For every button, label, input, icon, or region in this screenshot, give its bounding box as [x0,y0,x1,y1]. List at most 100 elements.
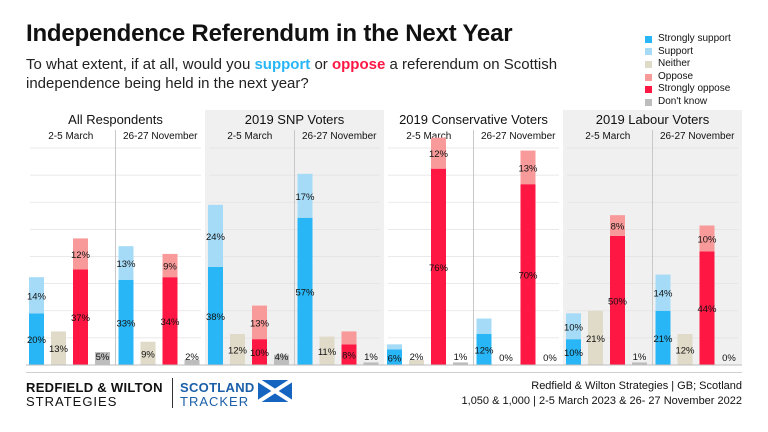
panel-title: All Respondents [68,112,163,127]
bar-dont-know [632,362,647,365]
brand-divider [172,378,173,408]
bar-oppose [610,215,625,236]
bar-strongly-oppose [431,168,446,365]
data-label: 0% [543,353,557,364]
data-label: 44% [697,304,717,315]
bar-strongly-oppose [341,344,357,365]
subtitle-text-end: a referendum on Scottish independence be… [26,56,558,92]
subtitle-support: support [254,56,311,73]
bar-strongly-support [387,349,402,365]
period-label: 2-5 March [48,131,93,142]
bar-oppose [252,305,267,340]
legend-label: Strongly support [658,33,731,44]
data-label: 13% [518,163,538,174]
data-label: 8% [342,351,356,362]
bar-strongly-support [118,279,134,365]
bar-strongly-support [476,334,492,365]
data-label: 76% [429,263,449,274]
legend-swatch [645,73,652,81]
data-label: 37% [71,313,91,324]
bar-neither [319,336,335,365]
legend-label: Don't know [658,95,708,107]
bar-neither [677,334,693,365]
bar-neither [230,334,245,365]
legend-label: Strongly oppose [658,83,731,95]
legend-label: Support [658,45,694,57]
period-label: 2-5 March [406,131,451,142]
data-label: 14% [653,289,673,300]
bar-oppose [341,331,357,345]
chart-title: Independence Referendum in the Next Year [26,20,513,47]
data-label: 4% [275,352,289,363]
legend-item-neither: Neither [645,58,731,71]
chart-legend: Strongly support Support Neither Oppose … [645,33,731,109]
tracker-subname: TRACKER [180,394,250,409]
bar-strongly-oppose [699,251,715,365]
data-label: 21% [653,334,673,345]
bar-oppose [73,238,88,270]
data-label: 2% [410,352,424,363]
bar-support [29,277,44,314]
bar-neither [588,310,603,365]
bar-support [208,204,223,267]
bar-oppose [431,137,446,169]
panel-title: 2019 Conservative Voters [399,112,548,127]
bar-support [655,274,671,311]
bar-support [118,246,134,280]
bar-strongly-oppose [162,277,178,365]
tracker-name: SCOTLAND [180,380,255,395]
data-label: 50% [608,296,628,307]
data-label: 1% [633,352,647,363]
data-label: 12% [429,149,449,160]
bar-strongly-support [297,217,313,365]
data-label: 24% [206,232,226,243]
bar-strongly-support [566,339,581,365]
data-label: 10% [564,322,584,333]
data-label: 13% [49,344,69,355]
legend-item-support: Support [645,46,731,59]
data-label: 9% [141,349,155,360]
bar-strongly-oppose [610,235,625,365]
period-label: 26-27 November [481,131,556,142]
bar-dont-know [453,362,468,365]
bar-neither [51,331,66,365]
data-label: 1% [454,352,468,363]
legend-swatch [645,35,652,43]
data-label: 70% [518,271,538,282]
data-label: 11% [318,347,337,358]
data-label: 2% [185,352,199,363]
panel-title: 2019 SNP Voters [245,112,345,127]
bar-neither [140,341,156,365]
data-label: 8% [611,222,625,233]
period-label: 2-5 March [585,131,630,142]
data-label: 9% [163,262,177,273]
data-label: 13% [116,259,136,270]
bar-oppose [162,253,178,278]
bar-strongly-oppose [520,184,536,365]
scotland-flag-icon [258,380,292,402]
brand-subname: STRATEGIES [26,394,118,409]
period-label: 26-27 November [660,131,735,142]
bar-oppose [699,225,715,252]
legend-item-strongly-oppose: Strongly oppose [645,83,731,96]
legend-swatch [645,86,652,94]
data-label: 17% [295,192,315,203]
data-label: 14% [27,291,47,302]
subtitle-or: or [310,56,332,73]
data-label: 12% [675,346,695,357]
data-label: 57% [295,287,315,298]
legend-label: Neither [658,58,691,70]
data-label: 10% [564,348,584,359]
legend-swatch [645,48,652,56]
data-label: 12% [474,346,494,357]
data-label: 38% [206,312,226,323]
bar-support [566,313,581,340]
subtitle-oppose: oppose [331,56,386,73]
sample-note: 1,050 & 1,000 | 2-5 March 2023 & 26- 27 … [461,395,742,407]
legend-swatch [645,98,652,106]
bar-oppose [520,150,536,185]
legend-item-oppose: Oppose [645,71,731,84]
bar-strongly-support [29,313,44,365]
data-label: 5% [96,352,110,363]
